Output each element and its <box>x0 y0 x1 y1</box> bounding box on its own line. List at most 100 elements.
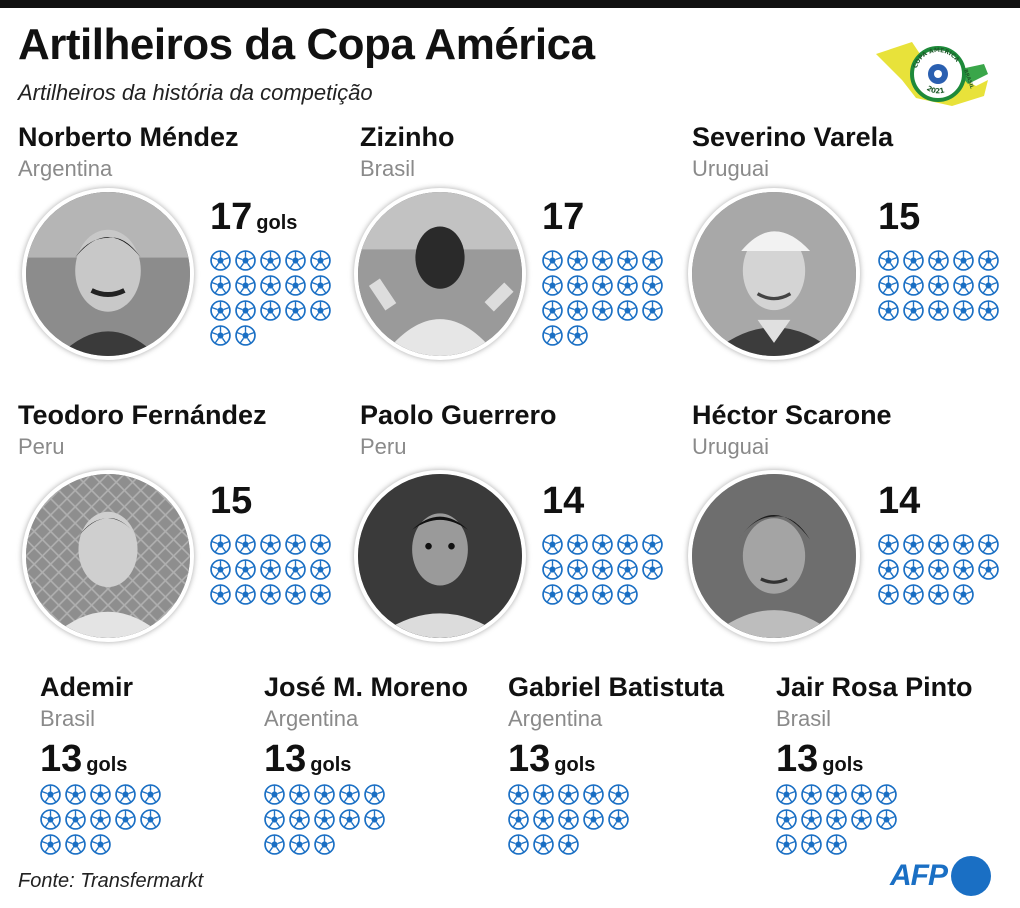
soccer-ball-icon <box>876 784 897 805</box>
soccer-ball-icon <box>567 559 588 580</box>
soccer-ball-icon <box>878 250 899 271</box>
goal-number: 14 <box>542 480 585 522</box>
soccer-ball-icon <box>876 809 897 830</box>
soccer-ball-icon <box>558 834 579 855</box>
soccer-ball-icon <box>542 534 563 555</box>
soccer-ball-icon <box>878 559 899 580</box>
soccer-ball-icon <box>592 275 613 296</box>
goal-count: 14 <box>878 480 924 523</box>
soccer-ball-icon <box>40 784 61 805</box>
soccer-ball-icon <box>617 559 638 580</box>
soccer-ball-icon <box>364 809 385 830</box>
soccer-ball-icon <box>508 834 529 855</box>
soccer-ball-icon <box>235 584 256 605</box>
soccer-ball-icon <box>592 584 613 605</box>
soccer-ball-icon <box>115 784 136 805</box>
goal-unit: gols <box>310 754 352 776</box>
soccer-ball-icon <box>851 784 872 805</box>
soccer-ball-icon <box>140 809 161 830</box>
page-subtitle: Artilheiros da história da competição <box>18 80 373 105</box>
player-name: Ademir <box>40 672 134 702</box>
goal-count: 15 <box>210 480 256 523</box>
soccer-ball-icon <box>642 300 663 321</box>
soccer-ball-icon <box>542 250 563 271</box>
soccer-ball-icon <box>264 834 285 855</box>
soccer-ball-icon <box>978 559 999 580</box>
player-name: Severino Varela <box>692 122 894 152</box>
player-photo <box>688 470 860 642</box>
player-country: Argentina <box>264 706 359 731</box>
soccer-ball-icon <box>285 559 306 580</box>
soccer-ball-icon <box>310 584 331 605</box>
player-photo <box>22 470 194 642</box>
soccer-ball-icon <box>592 534 613 555</box>
player-name: Teodoro Fernández <box>18 400 267 430</box>
soccer-ball-icon <box>285 584 306 605</box>
source-note: Fonte: Transfermarkt <box>18 870 204 892</box>
goal-unit: gols <box>554 754 596 776</box>
soccer-ball-icon <box>567 325 588 346</box>
soccer-ball-icon <box>826 834 847 855</box>
soccer-ball-icon <box>533 834 554 855</box>
soccer-ball-icon <box>878 300 899 321</box>
soccer-ball-icon <box>642 250 663 271</box>
soccer-ball-icon <box>65 784 86 805</box>
soccer-ball-icon <box>533 784 554 805</box>
soccer-ball-icon <box>826 809 847 830</box>
soccer-ball-icon <box>310 275 331 296</box>
soccer-ball-icon <box>40 809 61 830</box>
soccer-ball-icon <box>953 250 974 271</box>
player-name: Héctor Scarone <box>692 400 892 430</box>
soccer-ball-icon <box>285 275 306 296</box>
goal-count: 14 <box>542 480 588 523</box>
soccer-ball-icon <box>928 250 949 271</box>
soccer-ball-icon <box>878 534 899 555</box>
soccer-ball-icon <box>314 834 335 855</box>
soccer-ball-icon <box>617 250 638 271</box>
soccer-ball-icon <box>953 534 974 555</box>
goal-number: 17 <box>210 196 253 238</box>
soccer-ball-icon <box>260 559 281 580</box>
soccer-ball-icon <box>903 584 924 605</box>
goal-number: 15 <box>878 196 921 238</box>
soccer-ball-icon <box>903 534 924 555</box>
soccer-ball-icon <box>264 784 285 805</box>
soccer-ball-icon <box>583 809 604 830</box>
soccer-ball-icon <box>542 584 563 605</box>
soccer-ball-icon <box>314 784 335 805</box>
soccer-ball-icon <box>953 559 974 580</box>
soccer-ball-icon <box>978 250 999 271</box>
soccer-ball-icon <box>542 300 563 321</box>
player-country: Peru <box>18 434 65 459</box>
soccer-ball-icon <box>776 784 797 805</box>
soccer-ball-icon <box>542 559 563 580</box>
soccer-ball-icon <box>903 250 924 271</box>
soccer-ball-icon <box>235 275 256 296</box>
soccer-ball-icon <box>878 275 899 296</box>
soccer-ball-icon <box>210 300 231 321</box>
goal-unit: gols <box>86 754 128 776</box>
soccer-ball-icon <box>285 300 306 321</box>
goal-count: 13 gols <box>776 738 863 781</box>
soccer-ball-icon <box>40 834 61 855</box>
player-name: José M. Moreno <box>264 672 469 702</box>
soccer-ball-icon <box>642 275 663 296</box>
afp-logo: AFP <box>890 855 991 897</box>
goal-count: 13 gols <box>40 738 127 781</box>
soccer-ball-icon <box>235 300 256 321</box>
soccer-ball-icon <box>285 534 306 555</box>
goal-icons <box>210 534 340 609</box>
logo-text-year: 2021 <box>925 84 945 95</box>
player-country: Uruguai <box>692 434 770 459</box>
soccer-ball-icon <box>617 534 638 555</box>
player-country: Brasil <box>360 156 416 181</box>
soccer-ball-icon <box>642 534 663 555</box>
goal-count: 13 gols <box>508 738 595 781</box>
soccer-ball-icon <box>90 809 111 830</box>
soccer-ball-icon <box>617 275 638 296</box>
soccer-ball-icon <box>508 809 529 830</box>
soccer-ball-icon <box>260 275 281 296</box>
soccer-ball-icon <box>65 809 86 830</box>
goal-icons <box>542 250 672 350</box>
player-country: Peru <box>360 434 407 459</box>
